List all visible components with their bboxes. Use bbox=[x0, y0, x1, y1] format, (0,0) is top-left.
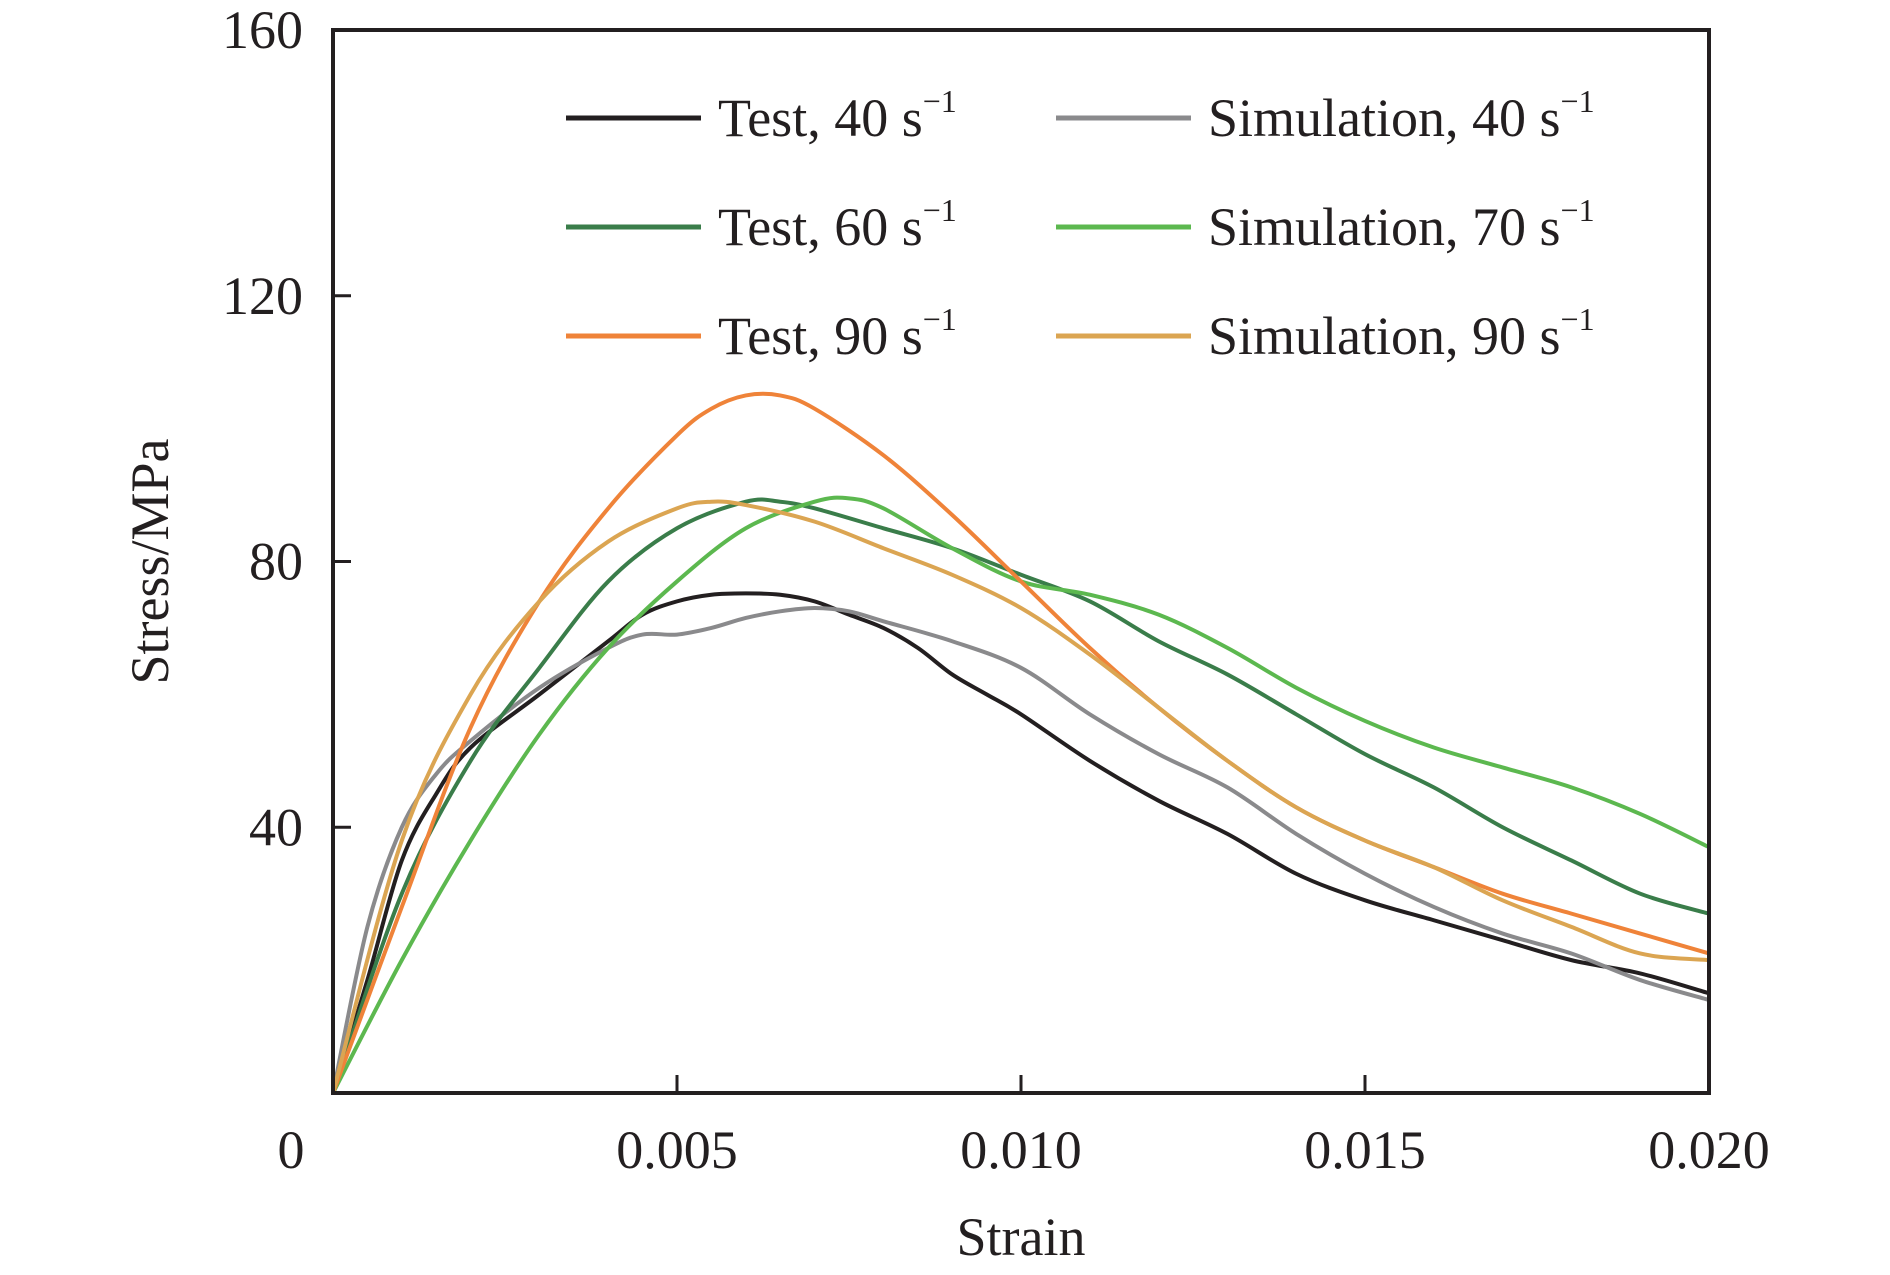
legend-label: Simulation, 70 s−1 bbox=[1208, 192, 1595, 257]
ticks-layer: 0 0.005 0.010 0.015 0.020 40 80 120 160 bbox=[222, 0, 1770, 1180]
x-tick-label: 0.005 bbox=[616, 1120, 738, 1180]
series-line-4 bbox=[331, 391, 1710, 1094]
x-tick-label: 0.010 bbox=[960, 1120, 1082, 1180]
legend-superscript: −1 bbox=[1561, 83, 1595, 119]
legend-superscript: −1 bbox=[923, 83, 957, 119]
legend-superscript: −1 bbox=[923, 301, 957, 337]
series-line-0 bbox=[331, 591, 1710, 1094]
legend-superscript: −1 bbox=[1561, 192, 1595, 228]
series-line-3 bbox=[331, 495, 1710, 1094]
legend-label: Test, 60 s−1 bbox=[718, 192, 957, 257]
series-line-5 bbox=[331, 499, 1710, 1094]
series-layer bbox=[331, 391, 1710, 1094]
series-line-2 bbox=[331, 497, 1710, 1094]
y-axis-title: Stress/MPa bbox=[120, 438, 180, 684]
x-tick-label: 0 bbox=[278, 1120, 305, 1180]
legend-label: Simulation, 40 s−1 bbox=[1208, 83, 1595, 148]
y-tick-label: 160 bbox=[222, 0, 303, 60]
legend-label: Simulation, 90 s−1 bbox=[1208, 301, 1595, 366]
series-line-1 bbox=[331, 606, 1710, 1094]
y-tick-label: 40 bbox=[249, 797, 303, 857]
x-axis-title: Strain bbox=[957, 1207, 1086, 1267]
x-tick-label: 0.015 bbox=[1304, 1120, 1426, 1180]
legend: Test, 40 s−1 Simulation, 40 s−1 Test, 60 s… bbox=[566, 83, 1595, 366]
y-tick-label: 120 bbox=[222, 266, 303, 326]
legend-label: Test, 40 s−1 bbox=[718, 83, 957, 148]
x-tick-label: 0.020 bbox=[1648, 1120, 1770, 1180]
y-tick-label: 80 bbox=[249, 532, 303, 592]
legend-superscript: −1 bbox=[923, 192, 957, 228]
legend-label: Test, 90 s−1 bbox=[718, 301, 957, 366]
legend-superscript: −1 bbox=[1561, 301, 1595, 337]
